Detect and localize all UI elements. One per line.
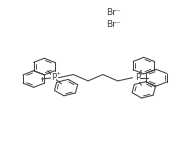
Text: Br⁻: Br⁻ xyxy=(106,20,121,29)
Text: P: P xyxy=(51,73,56,82)
Text: +: + xyxy=(139,71,144,76)
Text: +: + xyxy=(55,71,61,76)
Text: P: P xyxy=(135,73,140,82)
Text: Br⁻: Br⁻ xyxy=(106,8,121,17)
